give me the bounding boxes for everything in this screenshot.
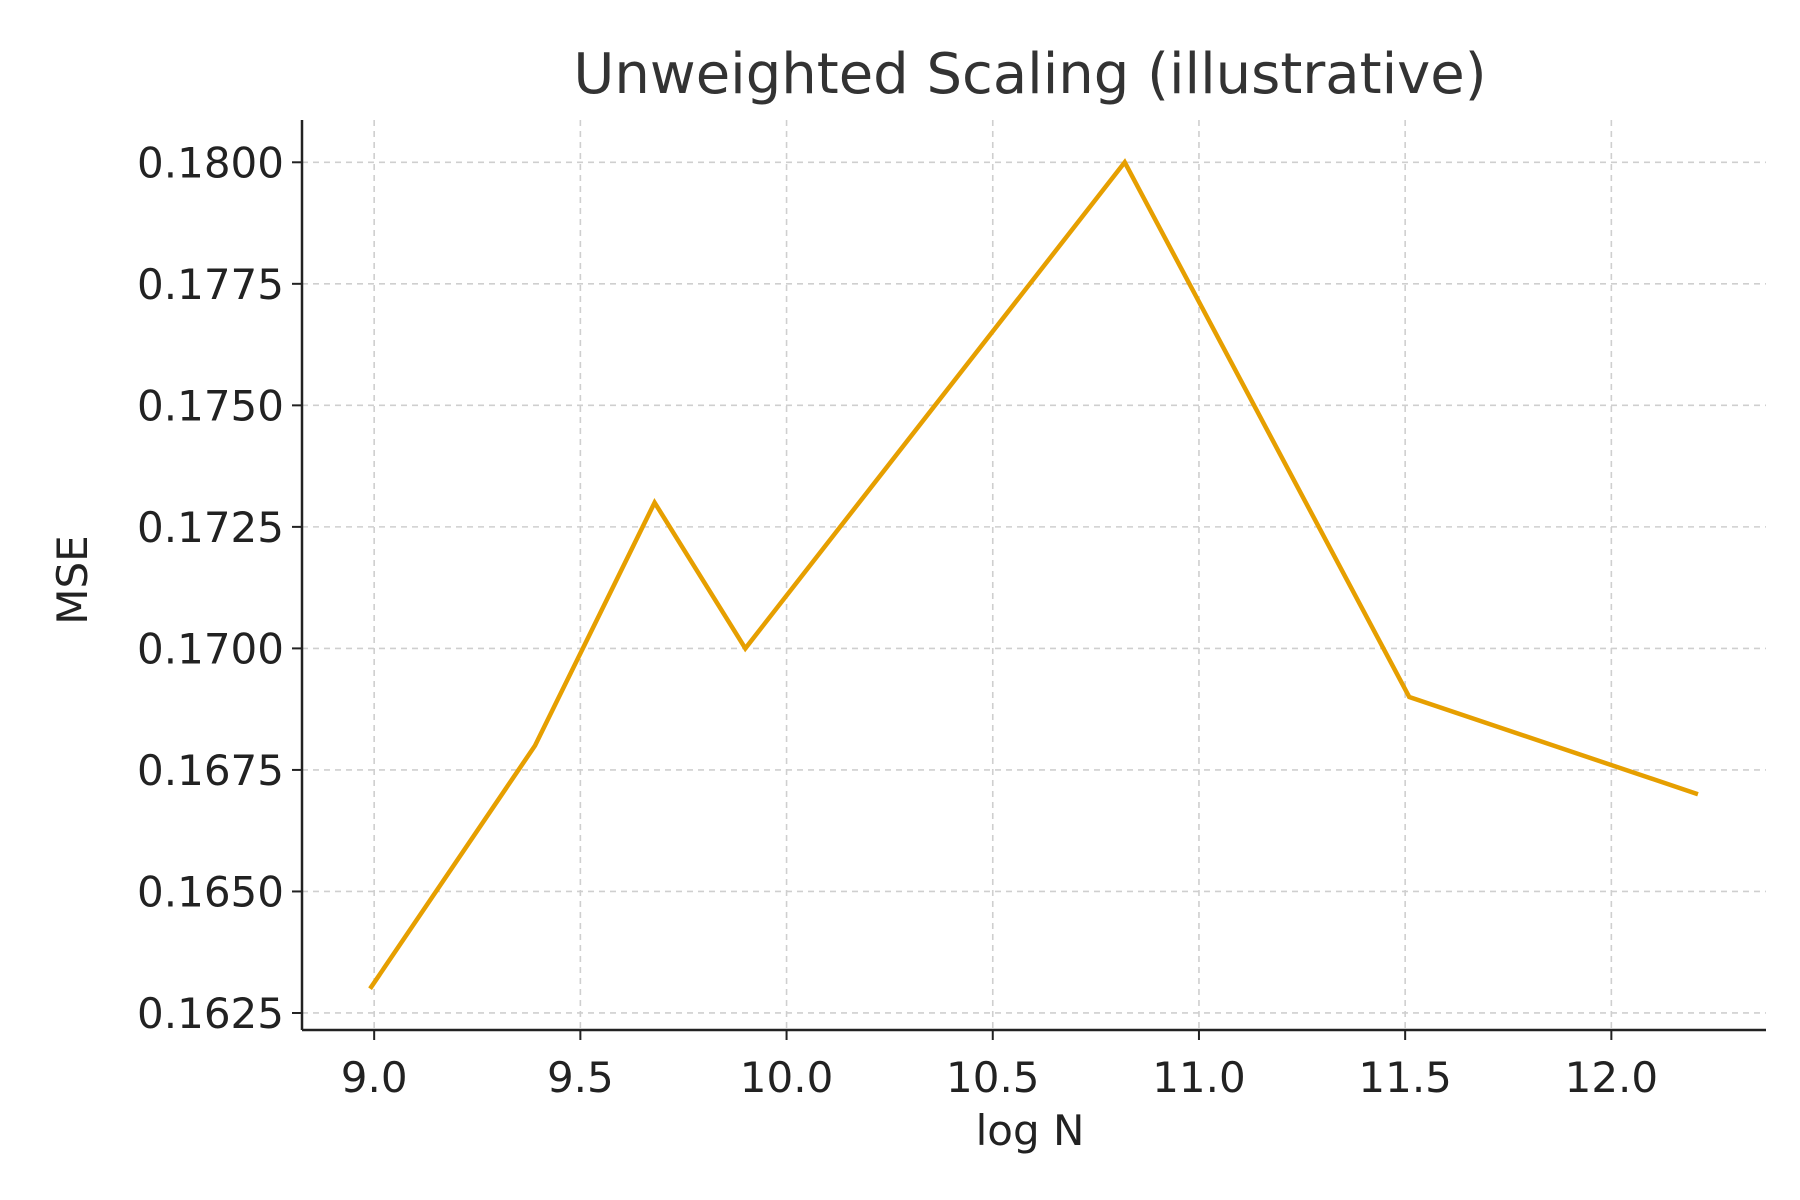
y-tick-label: 0.1625 — [137, 989, 284, 1038]
series-line — [368, 158, 1699, 990]
data-point — [1122, 159, 1128, 165]
data-point — [532, 743, 538, 749]
y-tick-label: 0.1700 — [137, 624, 284, 673]
x-tick-label: 9.0 — [341, 1053, 408, 1102]
x-axis-label: log N — [976, 1106, 1085, 1155]
data-point — [1695, 791, 1701, 797]
data-point — [367, 986, 373, 992]
data-point — [1406, 694, 1412, 700]
x-ticks: 9.0 9.5 10.0 10.5 11.0 11.5 12.0 — [341, 1030, 1658, 1102]
y-tick-label: 0.1775 — [137, 260, 284, 309]
y-tick-label: 0.1750 — [137, 381, 284, 430]
y-tick-label: 0.1725 — [137, 503, 284, 552]
y-ticks: 0.1625 0.1650 0.1675 0.1700 0.1725 0.1750 0.17… — [137, 138, 302, 1038]
x-tick-label: 10.0 — [740, 1053, 834, 1102]
series-layer — [367, 158, 1701, 992]
y-tick-label: 0.1800 — [137, 138, 284, 187]
x-tick-label: 12.0 — [1565, 1053, 1659, 1102]
data-point — [742, 645, 748, 651]
data-point — [652, 500, 658, 506]
x-tick-label: 11.0 — [1152, 1053, 1246, 1102]
y-tick-label: 0.1675 — [137, 746, 284, 795]
x-tick-label: 9.5 — [547, 1053, 614, 1102]
x-tick-label: 11.5 — [1358, 1053, 1452, 1102]
y-tick-label: 0.1650 — [137, 867, 284, 916]
x-tick-label: 10.5 — [946, 1053, 1040, 1102]
y-axis-label: MSE — [48, 535, 97, 624]
grid — [302, 120, 1766, 1030]
axes — [300, 120, 1766, 1032]
chart-title: Unweighted Scaling (illustrative) — [573, 42, 1486, 107]
